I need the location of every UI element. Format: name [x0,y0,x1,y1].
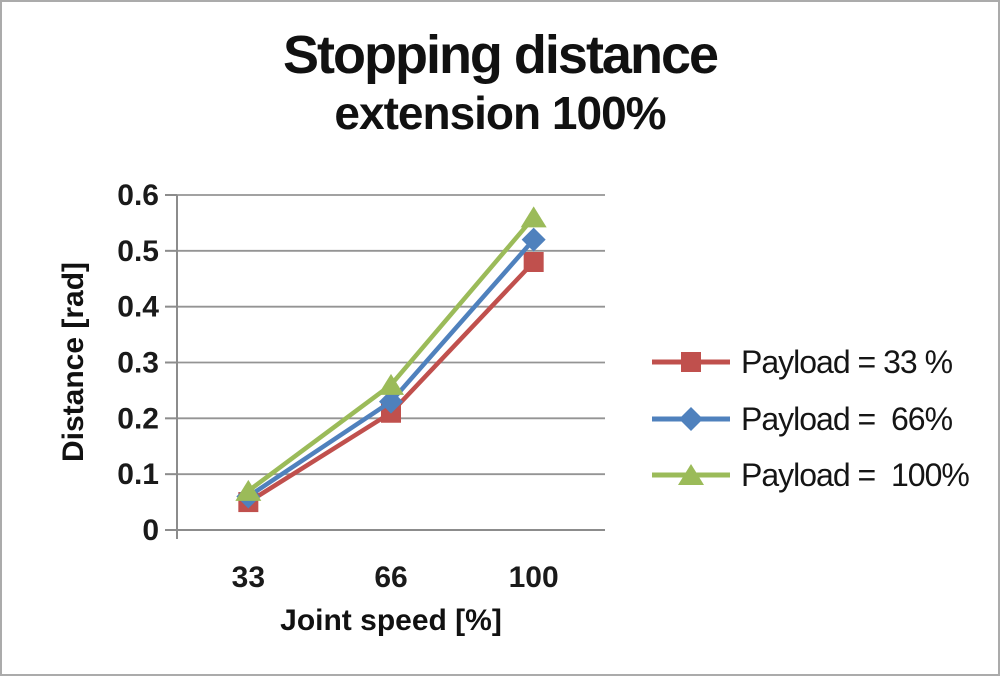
data-point-marker [523,252,544,272]
y-tick-label: 0.1 [117,458,159,491]
x-tick-label: 33 [232,561,265,594]
legend-marker [679,407,703,431]
legend-sample-square [652,352,730,372]
y-tick-label: 0.4 [117,291,159,324]
y-tick-label: 0 [142,514,159,547]
data-point-marker [235,479,262,501]
legend-marker [681,352,701,372]
chart-title-line2: extension 100% [334,87,666,139]
series-triangle [235,206,547,501]
series-line [246,215,536,493]
y-tick-label: 0.3 [117,347,159,380]
x-tick-label: 100 [509,561,559,594]
y-tick-label: 0.2 [117,402,159,435]
x-tick-label: 66 [374,561,407,594]
legend-sample-diamond [652,407,730,431]
data-point-marker [521,227,546,252]
data-point-marker [378,373,404,395]
chart-title: Stopping distance extension 100% [2,24,998,140]
legend-label: Payload = 33 % [741,343,953,380]
legend-item-payload-66: Payload = 66% [650,400,953,437]
legend-marker [678,464,704,485]
data-point-marker [379,389,403,414]
legend-item-payload-100: Payload = 100% [650,456,970,493]
chart-title-line1: Stopping distance [282,25,719,85]
data-point-marker [520,206,547,228]
x-axis-title: Joint speed [%] [280,604,502,637]
legend-sample-triangle [652,464,730,485]
y-axis-title: Distance [rad] [57,261,90,463]
y-tick-label: 0.6 [117,179,159,212]
legend-label: Payload = 100% [741,456,970,493]
y-tick-label: 0.5 [117,235,159,268]
legend-item-payload-33: Payload = 33 % [650,343,953,380]
legend-label: Payload = 66% [741,400,953,437]
